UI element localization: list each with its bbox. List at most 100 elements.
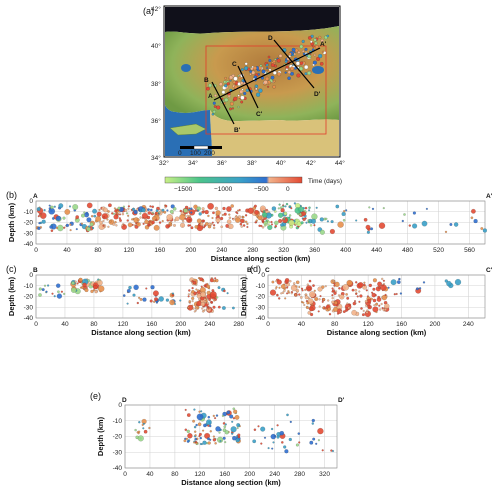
map-event-dot bbox=[244, 62, 248, 66]
event-point bbox=[232, 407, 236, 411]
event-point bbox=[214, 442, 217, 445]
x-tick-label: 280 bbox=[233, 321, 244, 328]
event-point bbox=[158, 211, 161, 214]
event-point bbox=[44, 284, 46, 287]
event-point bbox=[304, 293, 308, 296]
event-point bbox=[69, 223, 72, 226]
event-point bbox=[197, 209, 200, 212]
x-tick-label: 200 bbox=[175, 321, 186, 328]
map-event-dot bbox=[320, 39, 324, 43]
event-point bbox=[99, 220, 103, 225]
event-point bbox=[216, 296, 219, 299]
southern-land bbox=[210, 110, 339, 156]
event-point bbox=[342, 310, 346, 313]
event-point bbox=[303, 304, 306, 306]
event-point bbox=[374, 294, 377, 297]
event-point bbox=[169, 209, 174, 214]
event-point bbox=[142, 222, 145, 225]
event-point bbox=[179, 214, 186, 221]
map-event-dot bbox=[258, 88, 263, 93]
event-point bbox=[137, 435, 144, 442]
event-point bbox=[60, 290, 63, 293]
event-point bbox=[307, 286, 311, 291]
event-point bbox=[236, 423, 241, 427]
y-tick-label: 0 bbox=[261, 272, 265, 279]
profile-line-dd bbox=[273, 39, 315, 89]
event-point bbox=[121, 212, 125, 216]
event-point bbox=[317, 428, 324, 435]
map-event-dot bbox=[285, 65, 289, 69]
x-tick-label: 160 bbox=[219, 471, 230, 478]
event-point bbox=[326, 220, 329, 223]
x-tick-label: 80 bbox=[331, 321, 339, 328]
event-point bbox=[50, 205, 54, 209]
study-area-box bbox=[205, 45, 327, 135]
event-point bbox=[252, 439, 257, 444]
event-point bbox=[65, 223, 69, 227]
event-point bbox=[304, 295, 309, 300]
event-point bbox=[295, 285, 298, 288]
event-point bbox=[306, 301, 310, 305]
map-event-dot bbox=[212, 101, 216, 105]
event-point bbox=[197, 422, 202, 427]
event-point bbox=[377, 295, 381, 299]
event-point bbox=[280, 284, 286, 289]
x-tick-label: 480 bbox=[402, 247, 413, 254]
map-event-dot bbox=[233, 96, 238, 101]
event-point bbox=[127, 214, 130, 217]
event-point bbox=[240, 225, 243, 228]
map-event-dot bbox=[304, 47, 308, 51]
event-point bbox=[184, 437, 187, 440]
map-lat-tick: 38° bbox=[151, 80, 161, 88]
event-point bbox=[85, 211, 89, 215]
plot-frame bbox=[35, 274, 247, 319]
event-point bbox=[50, 229, 54, 232]
event-point bbox=[247, 207, 254, 214]
event-point bbox=[84, 288, 89, 293]
event-point bbox=[86, 202, 93, 209]
event-point bbox=[480, 227, 484, 230]
map-event-dot bbox=[302, 52, 306, 56]
event-point bbox=[186, 429, 190, 433]
event-point bbox=[206, 284, 210, 289]
event-point bbox=[97, 280, 103, 286]
x-tick-label: 80 bbox=[90, 321, 98, 328]
event-point bbox=[372, 298, 377, 303]
x-tick-label: 120 bbox=[194, 471, 205, 478]
event-point bbox=[308, 209, 311, 212]
event-point bbox=[118, 217, 121, 220]
event-point bbox=[346, 302, 349, 305]
event-point bbox=[200, 291, 206, 298]
event-point bbox=[284, 297, 287, 300]
event-point bbox=[228, 213, 231, 216]
event-point bbox=[421, 220, 428, 227]
event-point bbox=[214, 298, 217, 301]
event-point bbox=[288, 219, 295, 226]
map-event-dot bbox=[256, 92, 261, 97]
x-tick-label: 160 bbox=[154, 247, 165, 254]
event-point bbox=[305, 221, 308, 224]
x-tick-label: 160 bbox=[146, 321, 157, 328]
event-point bbox=[122, 205, 125, 208]
event-point bbox=[237, 433, 241, 437]
event-point bbox=[223, 425, 227, 428]
colorbar: −1500 −1000 −500 0 Time (days) bbox=[164, 176, 342, 193]
event-point bbox=[183, 439, 187, 443]
event-point bbox=[201, 307, 204, 310]
map-event-dot bbox=[284, 71, 287, 74]
event-point bbox=[363, 283, 366, 287]
event-point bbox=[236, 427, 239, 429]
event-point bbox=[212, 305, 216, 309]
event-point bbox=[319, 229, 325, 235]
y-tick-label: 0 bbox=[29, 272, 33, 279]
lake-tuz bbox=[181, 64, 191, 72]
event-point bbox=[289, 280, 292, 283]
y-tick-label: -20 bbox=[24, 294, 34, 301]
event-point bbox=[228, 223, 234, 229]
event-point bbox=[310, 312, 314, 317]
map-event-dot bbox=[295, 61, 300, 66]
y-tick-label: -30 bbox=[113, 449, 123, 456]
profile-line-aa bbox=[213, 47, 321, 101]
profile-line-cc bbox=[237, 65, 259, 109]
event-point bbox=[80, 222, 83, 225]
